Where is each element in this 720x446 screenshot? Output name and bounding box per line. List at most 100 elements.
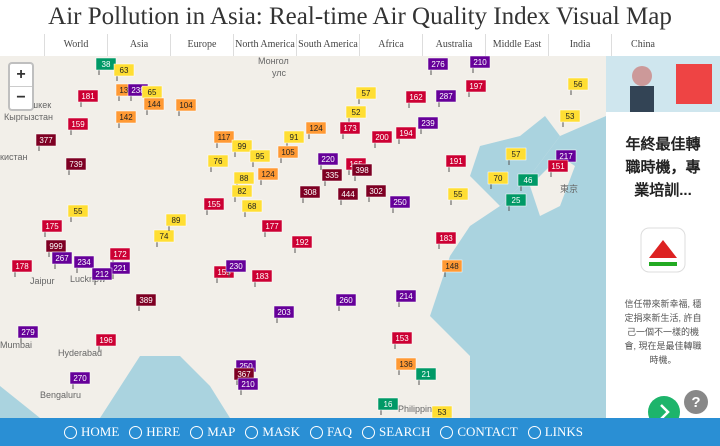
aqi-marker[interactable] bbox=[153, 229, 175, 243]
aqi-marker[interactable] bbox=[345, 105, 367, 119]
aqi-marker[interactable] bbox=[231, 184, 253, 198]
aqi-marker[interactable] bbox=[143, 97, 165, 111]
aqi-marker[interactable] bbox=[435, 89, 457, 103]
aqi-marker[interactable] bbox=[257, 167, 279, 181]
aqi-marker[interactable] bbox=[427, 57, 449, 71]
aqi-marker[interactable] bbox=[231, 139, 253, 153]
nav-item[interactable]: South America bbox=[296, 34, 359, 56]
footer-link[interactable]: LINKS bbox=[528, 424, 583, 440]
aqi-marker[interactable] bbox=[469, 56, 491, 69]
aqi-marker[interactable] bbox=[435, 231, 457, 245]
nav-item[interactable]: Asia bbox=[107, 34, 170, 56]
aqi-marker[interactable] bbox=[417, 116, 439, 130]
footer-link[interactable]: SEARCH bbox=[362, 424, 430, 440]
aqi-marker[interactable] bbox=[225, 259, 247, 273]
nav-item[interactable]: China bbox=[611, 34, 674, 56]
footer-link[interactable]: HERE bbox=[129, 424, 180, 440]
aqi-marker[interactable] bbox=[299, 185, 321, 199]
aqi-marker[interactable] bbox=[389, 195, 411, 209]
aqi-marker[interactable] bbox=[273, 305, 295, 319]
aqi-marker[interactable] bbox=[567, 77, 589, 91]
aqi-marker[interactable] bbox=[547, 159, 569, 173]
aqi-marker[interactable] bbox=[317, 152, 339, 166]
nav-item[interactable]: India bbox=[548, 34, 611, 56]
aqi-marker[interactable] bbox=[113, 63, 135, 77]
aqi-marker[interactable] bbox=[35, 133, 57, 147]
footer-link[interactable]: MAP bbox=[190, 424, 235, 440]
aqi-value: 76 bbox=[214, 157, 223, 166]
aqi-marker[interactable] bbox=[559, 109, 581, 123]
aqi-marker[interactable] bbox=[415, 367, 437, 381]
aqi-marker[interactable] bbox=[441, 259, 463, 273]
zoom-in[interactable]: + bbox=[10, 64, 32, 87]
aqi-marker[interactable] bbox=[233, 171, 255, 185]
aqi-marker[interactable] bbox=[371, 130, 393, 144]
aqi-marker[interactable] bbox=[251, 269, 273, 283]
aqi-marker[interactable] bbox=[405, 90, 427, 104]
aqi-marker[interactable] bbox=[395, 357, 417, 371]
aqi-marker[interactable] bbox=[77, 89, 99, 103]
aqi-marker[interactable] bbox=[41, 219, 63, 233]
nav-item[interactable]: Australia bbox=[422, 34, 485, 56]
aqi-marker[interactable] bbox=[67, 117, 89, 131]
ad[interactable]: 年終最佳轉 職時機，專 業培訓... 信任帶來新幸福, 穩定捐來新生活, 許自 己一個… bbox=[606, 56, 720, 426]
nav-item[interactable]: North America bbox=[233, 34, 296, 56]
aqi-marker[interactable] bbox=[487, 171, 509, 185]
aqi-marker[interactable] bbox=[213, 130, 235, 144]
aqi-marker[interactable] bbox=[203, 197, 225, 211]
nav-item[interactable]: Middle East bbox=[485, 34, 548, 56]
aqi-marker[interactable] bbox=[465, 79, 487, 93]
aqi-marker[interactable] bbox=[135, 293, 157, 307]
aqi-marker[interactable] bbox=[283, 130, 305, 144]
aqi-marker[interactable] bbox=[91, 267, 113, 281]
aqi-marker[interactable] bbox=[109, 247, 131, 261]
footer-link[interactable]: CONTACT bbox=[440, 424, 517, 440]
aqi-marker[interactable] bbox=[11, 259, 33, 273]
aqi-marker[interactable] bbox=[261, 219, 283, 233]
aqi-marker[interactable] bbox=[505, 193, 527, 207]
aqi-marker[interactable] bbox=[67, 204, 89, 218]
zoom-out[interactable]: − bbox=[16, 89, 26, 106]
aqi-marker[interactable] bbox=[517, 173, 539, 187]
help[interactable] bbox=[684, 390, 708, 414]
aqi-marker[interactable] bbox=[445, 154, 467, 168]
aqi-marker[interactable] bbox=[69, 371, 91, 385]
aqi-marker[interactable] bbox=[337, 187, 359, 201]
aqi-marker[interactable] bbox=[321, 168, 343, 182]
aqi-marker[interactable] bbox=[207, 154, 229, 168]
aqi-marker[interactable] bbox=[395, 126, 417, 140]
aqi-marker[interactable] bbox=[505, 147, 527, 161]
aqi-marker[interactable] bbox=[391, 331, 413, 345]
aqi-marker[interactable] bbox=[431, 405, 453, 418]
aqi-marker[interactable] bbox=[115, 110, 137, 124]
aqi-marker[interactable] bbox=[175, 98, 197, 112]
footer-link[interactable]: FAQ bbox=[310, 424, 352, 440]
nav-item[interactable]: Europe bbox=[170, 34, 233, 56]
aqi-marker[interactable] bbox=[365, 184, 387, 198]
aqi-marker[interactable] bbox=[335, 293, 357, 307]
footer-link[interactable]: HOME bbox=[64, 424, 119, 440]
aqi-marker[interactable] bbox=[351, 163, 373, 177]
aqi-marker[interactable] bbox=[249, 149, 271, 163]
aqi-marker[interactable] bbox=[355, 86, 377, 100]
aqi-marker[interactable] bbox=[73, 255, 95, 269]
aqi-value: 53 bbox=[438, 408, 447, 417]
map[interactable]: Бишкек Кыргызстан кистан Монгол улс Jaipur Luc… bbox=[0, 56, 606, 418]
aqi-marker[interactable] bbox=[305, 121, 327, 135]
footer-link[interactable]: MASK bbox=[245, 424, 300, 440]
aqi-marker[interactable] bbox=[241, 199, 263, 213]
aqi-marker[interactable] bbox=[237, 377, 259, 391]
aqi-marker[interactable] bbox=[377, 397, 399, 411]
aqi-marker[interactable] bbox=[339, 121, 361, 135]
aqi-marker[interactable] bbox=[165, 213, 187, 227]
aqi-marker[interactable] bbox=[51, 251, 73, 265]
aqi-marker[interactable] bbox=[395, 289, 417, 303]
aqi-marker[interactable] bbox=[277, 145, 299, 159]
aqi-marker[interactable] bbox=[65, 157, 87, 171]
nav-item[interactable]: World bbox=[44, 34, 107, 56]
nav-item[interactable]: Africa bbox=[359, 34, 422, 56]
aqi-marker[interactable] bbox=[291, 235, 313, 249]
aqi-marker[interactable] bbox=[447, 187, 469, 201]
aqi-marker[interactable] bbox=[17, 325, 39, 339]
aqi-marker[interactable] bbox=[95, 333, 117, 347]
